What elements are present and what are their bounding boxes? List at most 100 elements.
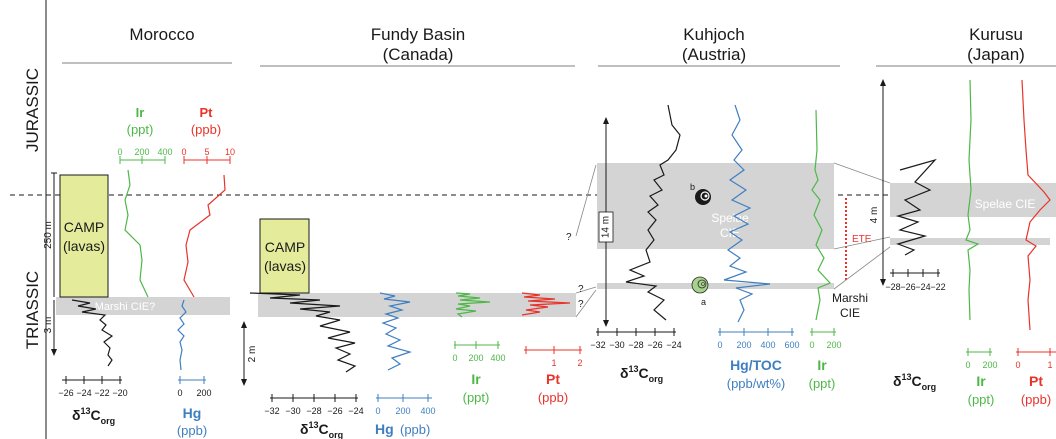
marshi-cie-band (56, 297, 230, 315)
kurusu-title-1: Kurusu (969, 25, 1023, 44)
kuhjoch-hgtoc-tick: 600 (784, 340, 799, 350)
kuhjoch-d13c-tick: −24 (666, 340, 681, 350)
ete-label: ETE (852, 234, 872, 245)
morocco-pt-tick: 10 (225, 147, 235, 157)
section-morocco: Morocco Marshi CIE? CAMP (lavas) 250 m 3… (43, 25, 235, 438)
spelae-cie-band (597, 163, 834, 249)
fundy-d13c-tick: −24 (348, 406, 363, 416)
morocco-hg-label: Hg (183, 405, 202, 421)
morocco-ir-tick: 400 (157, 147, 172, 157)
morocco-hg-tick: 0 (177, 388, 182, 398)
kurusu-pt-curve (1021, 79, 1051, 331)
kuhjoch-ir-tick: 0 (809, 340, 814, 350)
kuhjoch-d13c-tick: −32 (590, 340, 605, 350)
kurusu-d13c-tick: −26 (900, 282, 915, 292)
kurusu-ir-label: Ir (976, 373, 986, 389)
fundy-title-2: (Canada) (383, 45, 454, 64)
kuhjoch-hgtoc-tick: 0 (717, 340, 722, 350)
fundy-hg-tick: 0 (375, 406, 380, 416)
fundy-pt-tick: 2 (577, 358, 582, 368)
fundy-title-1: Fundy Basin (371, 25, 466, 44)
kurusu-pt-tick: 0 (1015, 360, 1020, 370)
ammonite-a-icon (691, 276, 709, 294)
kuhjoch-hgtoc-label: Hg/TOC (730, 357, 782, 373)
kuhjoch-d13c-curve (625, 104, 681, 321)
uncertain-mark: ? (578, 284, 584, 295)
kurusu-ir-tick: 200 (982, 360, 997, 370)
fundy-pt-label: Pt (546, 371, 560, 387)
morocco-d13c-label: δ13Corg (72, 406, 115, 426)
morocco-ir-label: Ir (136, 105, 145, 120)
fundy-cie-band (258, 293, 576, 317)
kurusu-ir-unit: (ppt) (968, 392, 995, 407)
morocco-ir-curve (124, 169, 149, 298)
morocco-d13c-curve (71, 299, 114, 367)
kurusu-d13c-tick: −24 (915, 282, 930, 292)
section-kuhjoch: Kuhjoch (Austria) Spelae CIE 14 m −32 −3… (590, 25, 871, 391)
camp-lavas-box (59, 174, 109, 298)
section-fundy: Fundy Basin (Canada) CAMP (lavas) 2 m −3… (241, 25, 583, 439)
kurusu-pt-unit: (ppb) (1021, 392, 1051, 407)
fundy-hg-curve (379, 292, 413, 371)
fundy-pt-curve (521, 292, 571, 316)
kuhjoch-ir-unit: (ppt) (809, 376, 836, 391)
marshi-cie-label: Marshi CIE? (95, 301, 156, 313)
morocco-hg-curve (177, 299, 187, 371)
morocco-pt-unit: (ppb) (191, 122, 221, 137)
correlation-line (833, 246, 891, 290)
morocco-pt-label: Pt (200, 105, 214, 120)
scale-3m-label: 3 m (43, 317, 54, 334)
kuhjoch-d13c-tick: −26 (647, 340, 662, 350)
section-kurusu: Kurusu (Japan) Spelae CIE 4 m −28 −26 −2… (869, 25, 1056, 407)
correlation-line (833, 236, 891, 250)
morocco-ir-tick: 200 (134, 147, 149, 157)
marshi-cie-label-2: CIE (840, 306, 860, 320)
kurusu-d13c-tick: −28 (885, 282, 900, 292)
kuhjoch-hgtoc-unit: (ppb/wt%) (727, 376, 786, 391)
correlation-lines: ? ? ? (566, 164, 597, 318)
kuhjoch-ir-tick: 200 (826, 340, 841, 350)
marshi-cie-band (597, 283, 834, 289)
kurusu-pt-tick: 1 (1047, 360, 1052, 370)
morocco-pt-curve (183, 174, 226, 298)
kurusu-ir-tick: 0 (965, 360, 970, 370)
fundy-ir-tick: 0 (452, 353, 457, 363)
kuhjoch-title-2: (Austria) (682, 45, 746, 64)
kurusu-d13c-curve (895, 158, 937, 256)
morocco-d13c-tick: −24 (76, 388, 91, 398)
camp-label-line1: CAMP (265, 239, 305, 255)
spelae-cie-band (890, 183, 1056, 217)
ammonite-b-label: b (690, 182, 695, 192)
scale-2m-label: 2 m (247, 346, 258, 363)
morocco-ir-tick: 0 (117, 147, 122, 157)
fundy-hg-unit: (ppb) (400, 422, 430, 437)
camp-label-line1: CAMP (64, 219, 104, 235)
morocco-d13c-tick: −26 (58, 388, 73, 398)
fundy-d13c-curve (249, 292, 357, 373)
kuhjoch-ir-curve (811, 109, 832, 321)
spelae-cie-label: Spelae CIE (975, 197, 1036, 211)
morocco-title: Morocco (129, 25, 194, 44)
uncertain-mark: ? (566, 232, 572, 243)
ammonite-b-icon (695, 189, 711, 205)
kuhjoch-hgtoc-tick: 400 (760, 340, 775, 350)
fundy-d13c-tick: −26 (327, 406, 342, 416)
spelae-cie-label-1: Spelae (711, 211, 749, 225)
fundy-pt-unit: (ppb) (538, 390, 568, 405)
morocco-pt-tick: 5 (204, 147, 209, 157)
triassic-label: TRIASSIC (23, 271, 42, 349)
fundy-hg-tick: 400 (420, 406, 435, 416)
morocco-ir-unit: (ppt) (127, 122, 154, 137)
fundy-ir-unit: (ppt) (463, 390, 490, 405)
fundy-d13c-tick: −28 (306, 406, 321, 416)
morocco-hg-tick: 200 (196, 388, 211, 398)
spelae-cie-label-2: CIE (720, 226, 740, 240)
kuhjoch-d13c-label: δ13Corg (620, 364, 663, 384)
morocco-hg-unit: (ppb) (177, 423, 207, 438)
kuhjoch-hgtoc-curve (723, 104, 771, 323)
kuhjoch-ir-label: Ir (817, 357, 827, 373)
morocco-d13c-tick: −22 (94, 388, 109, 398)
kuhjoch-d13c-tick: −30 (609, 340, 624, 350)
camp-lavas-box (259, 218, 310, 294)
